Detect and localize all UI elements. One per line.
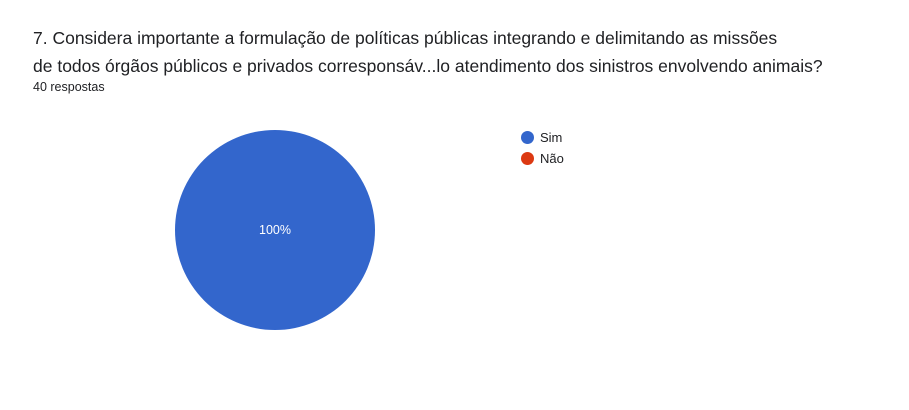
legend-item-sim[interactable]: Sim <box>521 127 564 148</box>
legend-swatch-nao <box>521 152 534 165</box>
legend-item-nao[interactable]: Não <box>521 148 564 169</box>
chart-legend: Sim Não <box>521 127 564 169</box>
pie-labels: 100% <box>259 223 291 237</box>
pie-data-label-sim: 100% <box>259 223 291 237</box>
pie-slice-sim[interactable] <box>175 130 375 330</box>
pie-slices <box>175 130 375 330</box>
question-title: 7. Considera importante a formulação de … <box>33 24 893 80</box>
legend-swatch-sim <box>521 131 534 144</box>
legend-label-nao: Não <box>540 151 564 166</box>
question-title-line-1: 7. Considera importante a formulação de … <box>33 28 778 48</box>
question-title-line-2: de todos órgãos públicos e privados corr… <box>33 56 823 76</box>
legend-label-sim: Sim <box>540 130 563 145</box>
response-count: 40 respostas <box>33 80 105 94</box>
